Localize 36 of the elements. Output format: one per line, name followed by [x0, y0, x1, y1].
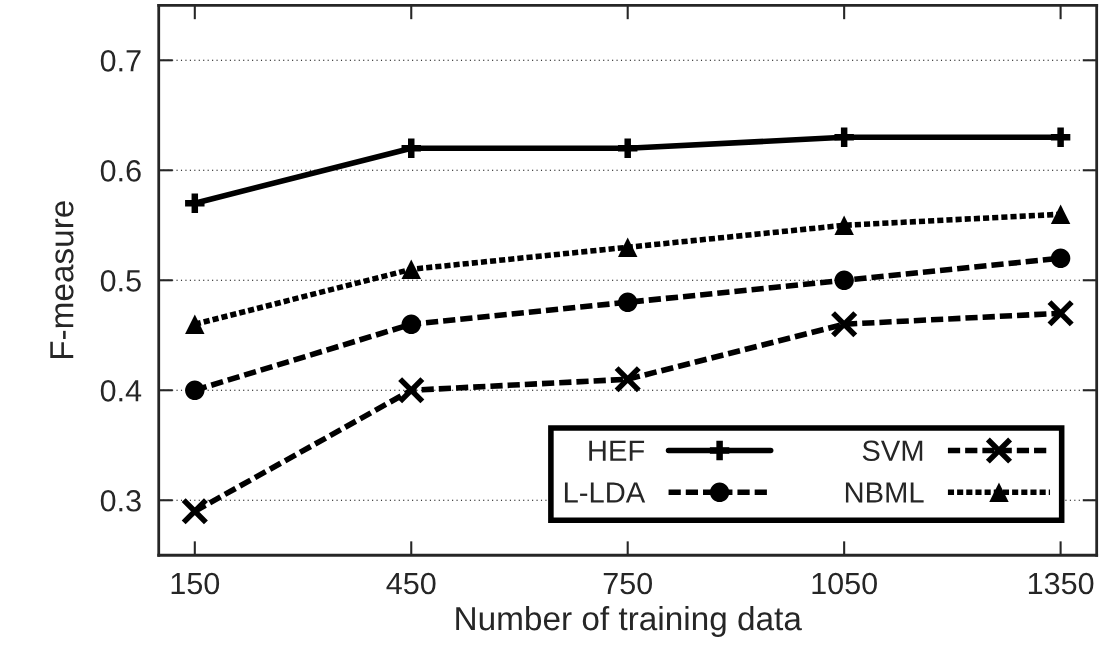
point — [401, 314, 421, 334]
point — [185, 314, 205, 334]
point — [1050, 204, 1071, 224]
x-tick-label: 150 — [171, 572, 220, 595]
point — [397, 376, 426, 405]
legend-label: HEF — [589, 440, 645, 461]
x-tick-label: 1350 — [1028, 572, 1094, 595]
point — [834, 127, 854, 147]
point — [617, 138, 638, 158]
point — [1050, 248, 1071, 268]
y-tick-label: 0.4 — [100, 379, 142, 402]
y-tick-label: 0.7 — [100, 50, 141, 72]
legend-label: SVM — [862, 440, 923, 462]
point — [830, 310, 859, 339]
point — [834, 270, 854, 290]
point — [401, 259, 421, 279]
y-tick-label: 0.6 — [100, 160, 141, 182]
point — [1046, 299, 1075, 328]
legend-label: NBML — [845, 482, 924, 503]
point — [834, 215, 854, 235]
x-tick-label: 750 — [603, 572, 652, 595]
y-tick-label: 0.5 — [100, 270, 141, 292]
legend-label: L-LDA — [564, 482, 646, 503]
point — [185, 193, 205, 213]
point — [617, 237, 638, 257]
x-tick-label: 450 — [386, 572, 436, 595]
point — [1050, 127, 1071, 147]
point — [180, 497, 209, 526]
point — [185, 380, 205, 400]
point — [613, 365, 642, 394]
point — [401, 138, 421, 158]
point — [617, 292, 638, 312]
y-axis-title: F-measure — [50, 201, 74, 359]
y-tick-label: 0.3 — [100, 489, 141, 512]
x-tick-label: 1050 — [812, 572, 877, 595]
x-axis-title: Number of training data — [456, 605, 802, 638]
